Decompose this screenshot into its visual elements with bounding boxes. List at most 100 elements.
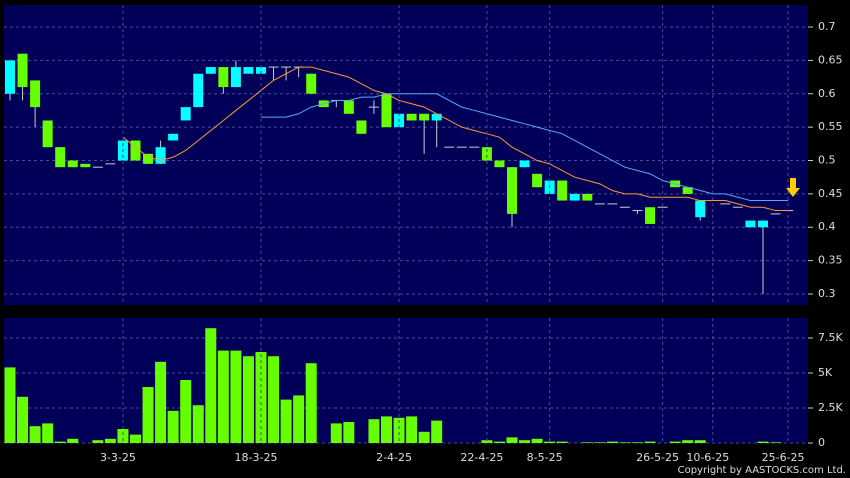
volume-bar [92, 440, 104, 443]
candle-body [30, 80, 41, 108]
volume-bar [117, 429, 129, 443]
volume-bar [4, 367, 16, 443]
volume-bar [155, 361, 167, 443]
volume-bar [368, 419, 380, 443]
y-tick-label: 5K [818, 366, 833, 379]
volume-panel [4, 318, 808, 443]
volume-bar [242, 356, 254, 443]
candle-body [42, 120, 53, 148]
volume-bar [180, 380, 192, 443]
volume-bar [418, 431, 430, 443]
candle-body [494, 160, 505, 168]
volume-bar [393, 417, 405, 443]
moving-average-line [122, 66, 789, 212]
candle-body [770, 213, 781, 215]
candle-body [180, 107, 191, 121]
x-tick-label: 8-5-25 [527, 451, 563, 464]
volume-bar [619, 442, 631, 443]
candle-body [557, 180, 568, 201]
candle-body [268, 66, 279, 68]
volume-bar [205, 328, 217, 443]
candle-body [80, 163, 91, 168]
volume-bar [29, 426, 41, 443]
candle-body [632, 210, 643, 212]
candle-body [205, 67, 216, 74]
candle-body [343, 100, 354, 114]
x-tick-label: 2-4-25 [376, 451, 412, 464]
candle-body [456, 146, 467, 148]
volume-bar [644, 441, 656, 443]
x-tick-label: 18-3-25 [235, 451, 278, 464]
volume-bar [581, 442, 593, 443]
y-tick-label: 0.6 [818, 87, 836, 100]
volume-bar [130, 434, 141, 443]
y-tick-label: 0.45 [818, 187, 843, 200]
candle-body [67, 160, 78, 168]
candle-body [281, 66, 292, 68]
y-tick-label: 0.4 [818, 220, 836, 233]
candle-body [619, 206, 630, 208]
volume-bar [431, 420, 443, 443]
volume-bar [293, 395, 305, 443]
candle-body [532, 173, 543, 188]
volume-bar [669, 441, 681, 443]
candle-body [193, 73, 204, 108]
y-tick-label: 0.7 [818, 20, 836, 33]
candle-body [143, 153, 154, 164]
candle-body [732, 206, 743, 208]
volume-bar [556, 441, 568, 443]
volume-bar [757, 441, 769, 443]
candle-body [5, 60, 15, 94]
candle-body [130, 140, 141, 161]
y-tick-label: 0.55 [818, 120, 843, 133]
volume-bar [519, 440, 531, 443]
y-tick-label: 0.65 [818, 53, 843, 66]
volume-bar [280, 399, 292, 443]
x-tick-label: 10-6-25 [686, 451, 729, 464]
volume-bar [506, 437, 518, 443]
volume-bar [770, 442, 782, 443]
x-tick-label: 22-4-25 [460, 451, 503, 464]
volume-bar [381, 416, 392, 443]
candle-body [155, 147, 166, 164]
candle-body [607, 203, 618, 205]
volume-bar [268, 356, 280, 443]
volume-bar [606, 441, 618, 443]
volume-bar [17, 396, 29, 443]
volume-bar [682, 440, 694, 443]
candle-body [682, 187, 693, 194]
candle-body [243, 67, 254, 74]
y-tick-label: 7.5K [818, 331, 843, 344]
volume-bar [305, 363, 317, 443]
candle-body [168, 133, 179, 141]
volume-bar [594, 442, 606, 443]
candle-body [431, 113, 442, 121]
volume-bar [230, 350, 242, 443]
candle-body [406, 113, 417, 121]
y-tick-label: 0 [818, 436, 825, 449]
candle-body [695, 200, 706, 218]
volume-bar [192, 405, 204, 443]
candle-body [645, 207, 656, 224]
y-tick-label: 0.5 [818, 154, 836, 167]
candle-body [17, 53, 28, 88]
x-tick-label: 26-5-25 [636, 451, 679, 464]
candle-body [507, 167, 517, 214]
volume-bar [544, 441, 556, 443]
moving-average-line [261, 93, 789, 202]
copyright: Copyright by AASTOCKS.com Ltd. [678, 465, 846, 476]
candle-body [256, 67, 266, 74]
candle-body [594, 203, 605, 205]
volume-bar [531, 438, 543, 443]
candle-body [720, 203, 731, 205]
volume-bar [67, 438, 79, 443]
y-tick-label: 0.3 [818, 287, 836, 300]
volume-bar [104, 438, 116, 443]
volume-bar [54, 441, 66, 443]
volume-bar [343, 422, 355, 443]
candle-body [92, 166, 103, 168]
candle-body [481, 147, 492, 161]
candle-body [444, 146, 455, 148]
x-tick-label: 3-3-25 [100, 451, 136, 464]
